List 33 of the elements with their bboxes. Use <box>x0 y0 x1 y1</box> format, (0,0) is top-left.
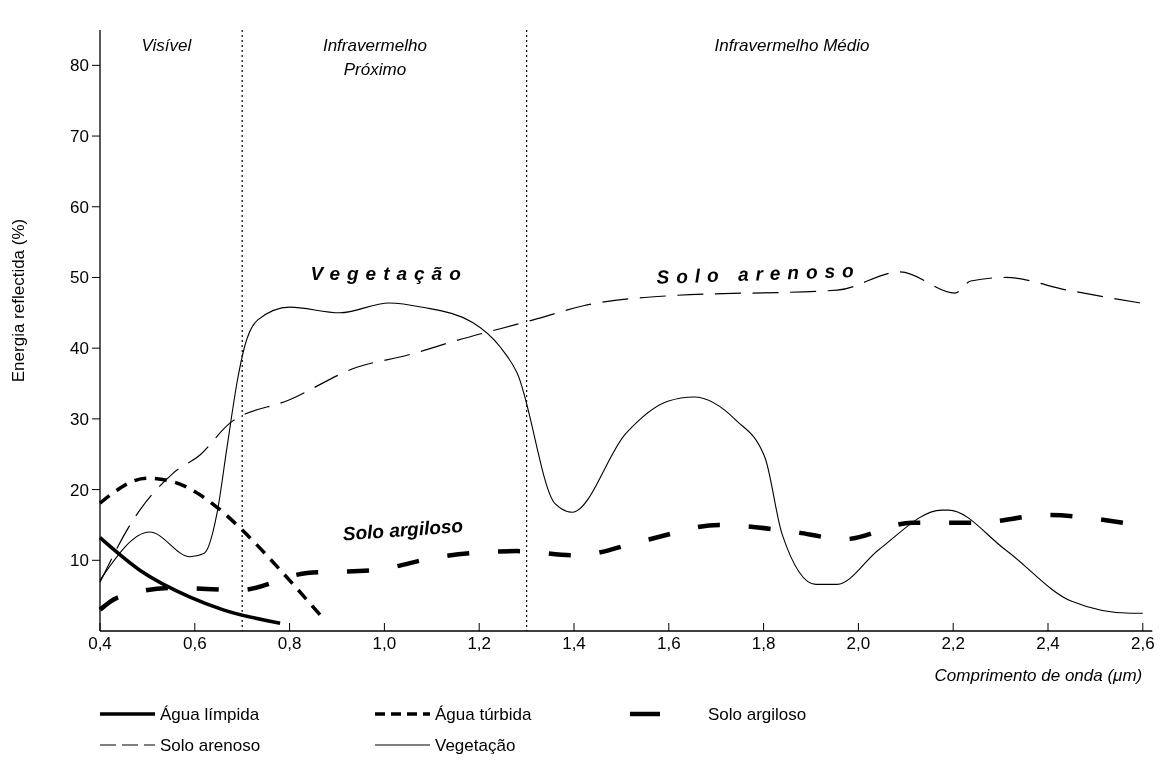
x-tick-label: 1,8 <box>751 634 776 653</box>
legend-label: Solo argiloso <box>708 705 807 724</box>
annotation: Vegetação <box>310 263 468 285</box>
annotation: Solo argiloso <box>342 515 464 545</box>
x-tick-label: 1,4 <box>562 634 586 653</box>
legend-label: Água límpida <box>160 705 260 724</box>
y-tick-label: 40 <box>70 339 89 359</box>
x-tick-label: 2,4 <box>1036 634 1060 653</box>
x-tick-label: 0,4 <box>88 634 112 653</box>
x-axis-title: Comprimento de onda (μm) <box>934 666 1143 685</box>
y-tick-label: 10 <box>70 551 89 571</box>
annotation: Infravermelho Próximo <box>322 36 427 80</box>
x-tick-label: 2,6 <box>1130 634 1155 653</box>
x-tick-label: 0,8 <box>277 634 302 653</box>
legend-label: Solo arenoso <box>160 736 261 755</box>
y-tick-label: 30 <box>70 409 89 429</box>
x-tick-label: 2,2 <box>941 634 966 653</box>
y-tick-label: 70 <box>70 127 89 147</box>
annotation: Visível <box>141 36 193 56</box>
y-axis-title: Energia reflectida (%) <box>9 218 28 383</box>
x-tick-label: 0,6 <box>182 634 207 653</box>
x-tick-label: 1,0 <box>372 634 397 653</box>
y-tick-label: 50 <box>70 268 89 288</box>
annotation: Solo arenoso <box>656 259 862 288</box>
legend-label: Água túrbida <box>435 705 532 724</box>
y-tick-label: 20 <box>70 480 89 500</box>
y-tick-label: 60 <box>70 197 89 217</box>
y-tick-label: 80 <box>70 56 89 76</box>
annotation: Infravermelho Médio <box>714 36 870 56</box>
x-tick-label: 1,6 <box>656 634 681 653</box>
legend-label: Vegetação <box>435 736 516 755</box>
x-tick-label: 1,2 <box>467 634 492 653</box>
x-tick-label: 2,0 <box>846 634 871 653</box>
